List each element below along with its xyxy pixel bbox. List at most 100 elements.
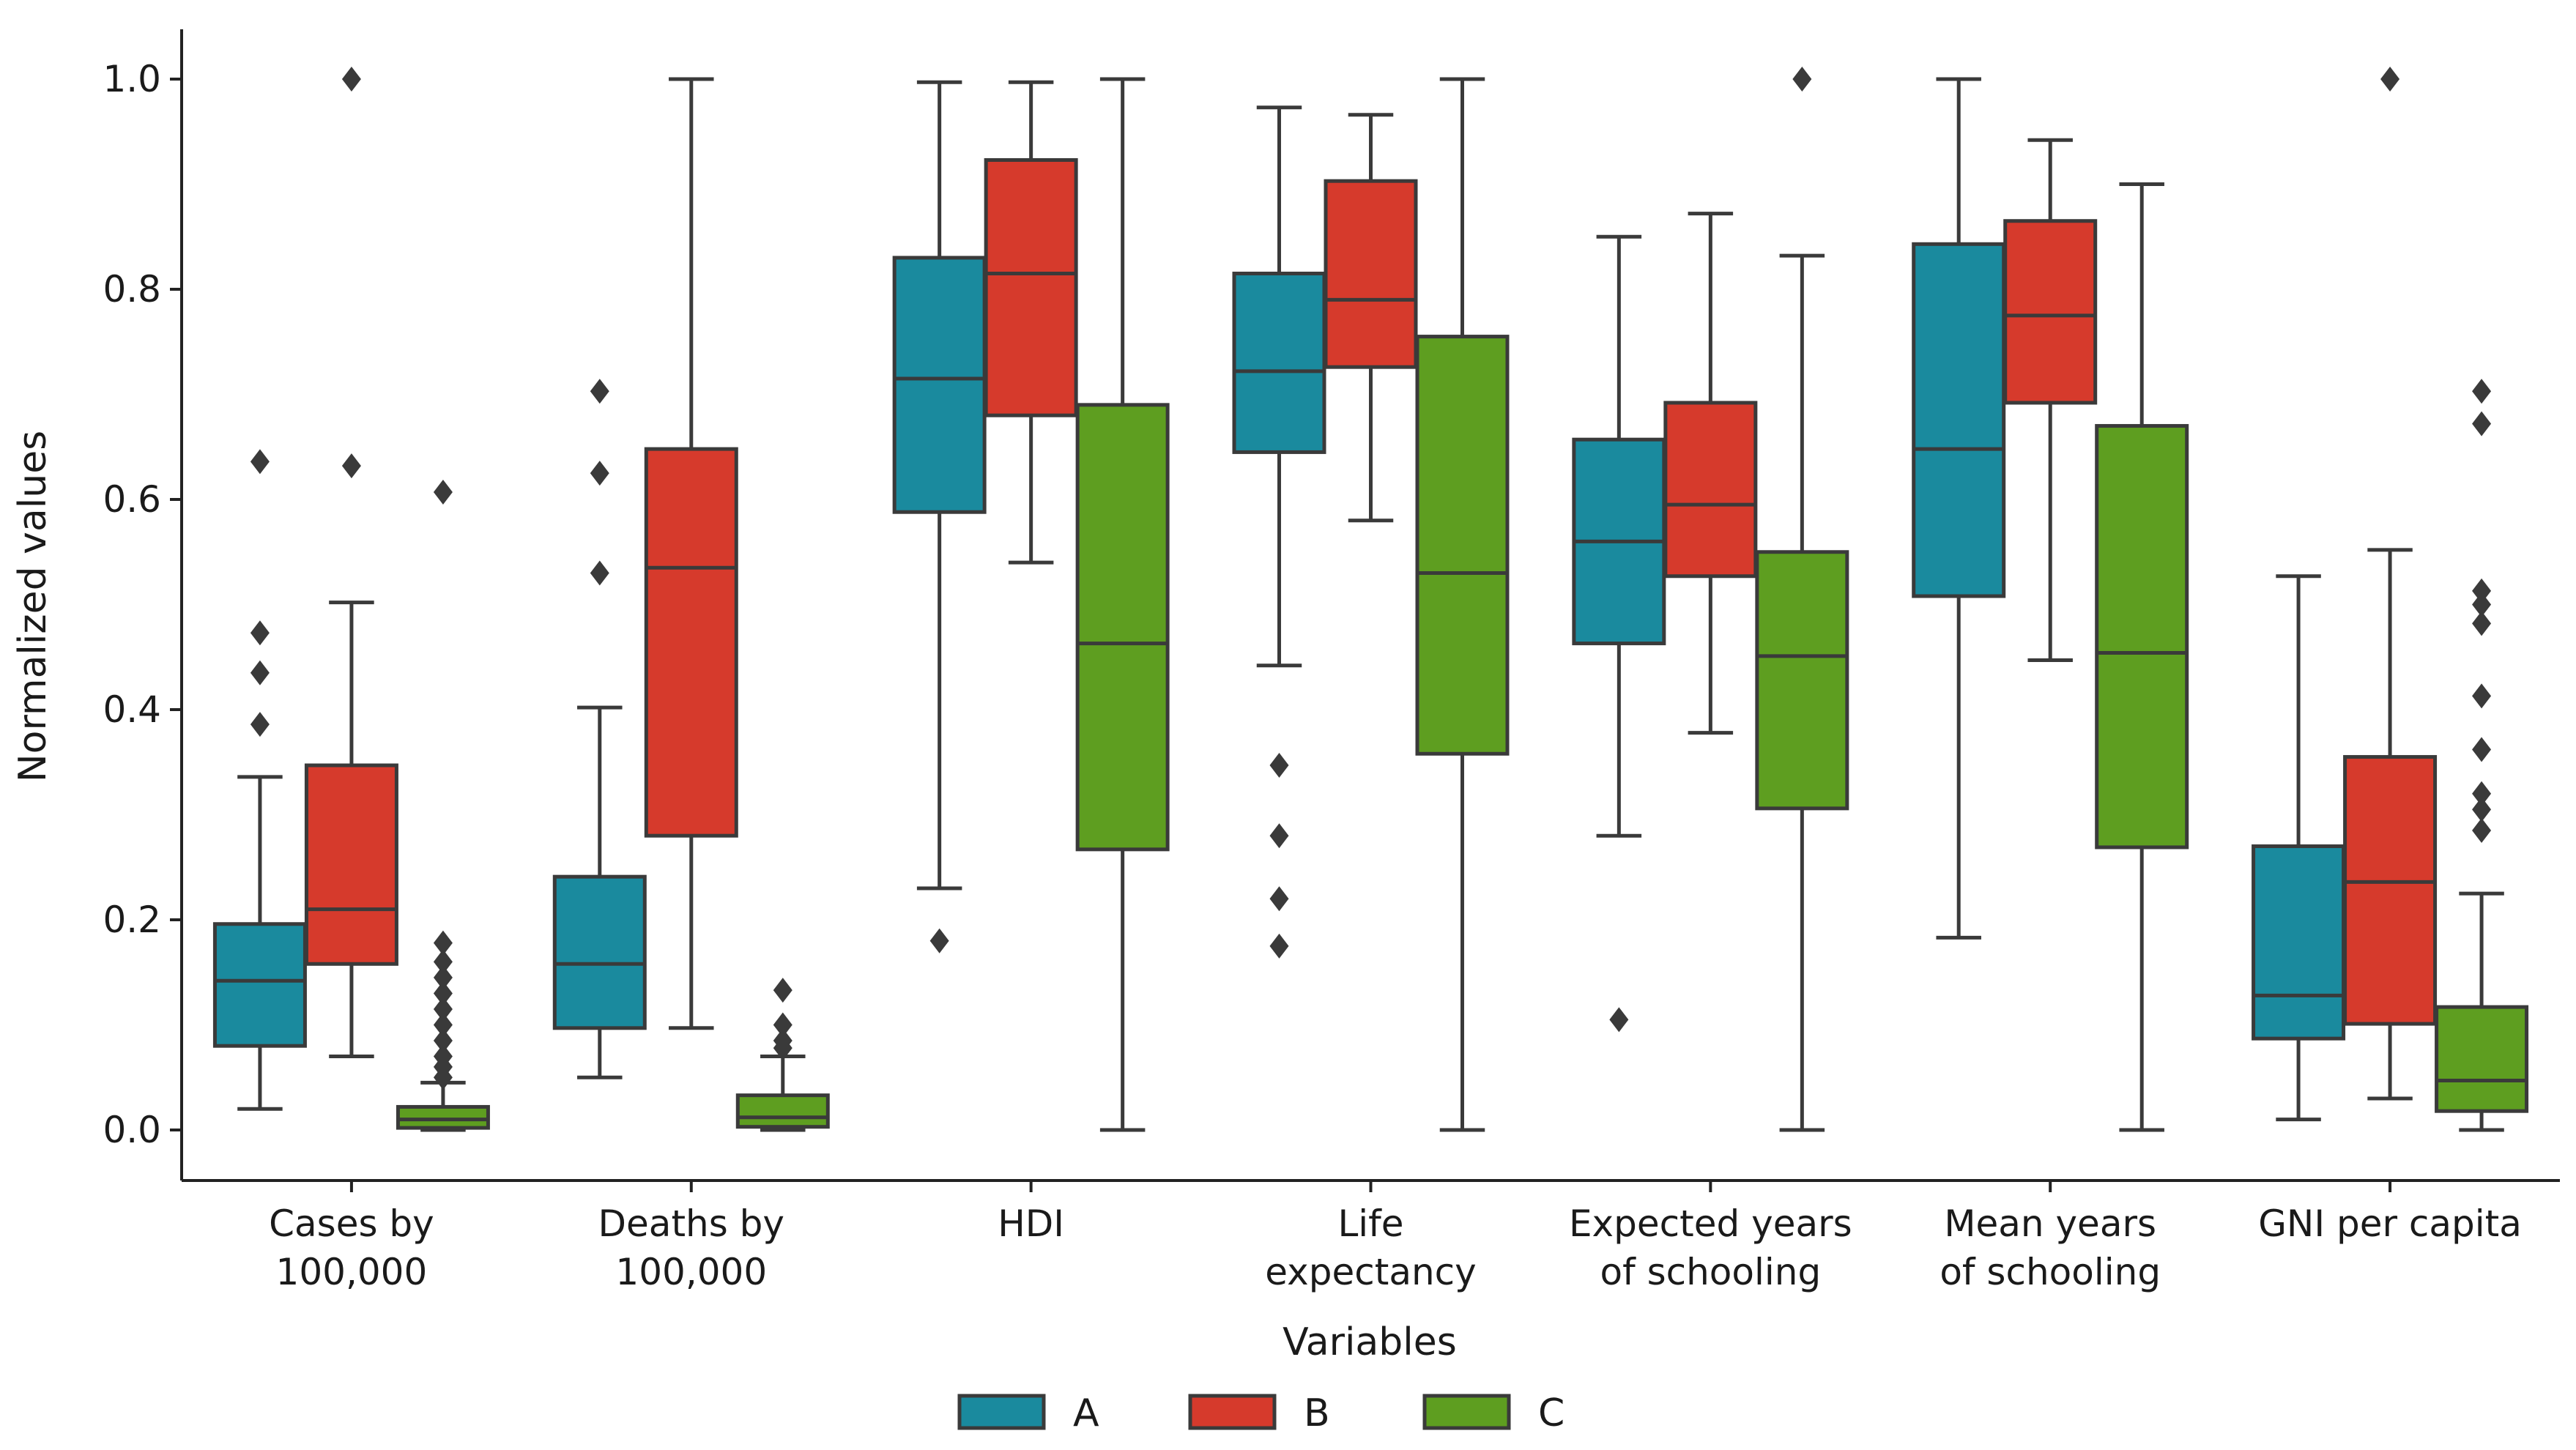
x-tick-label-line: Life (1337, 1202, 1403, 1245)
legend-label-B: B (1304, 1391, 1330, 1435)
outlier-point (773, 1012, 793, 1038)
x-tick-label-line: Cases by (269, 1202, 434, 1245)
x-tick-label: GNI per capita (2258, 1202, 2522, 1245)
outlier-point (2472, 411, 2492, 436)
outlier-point (1792, 67, 1812, 92)
outlier-point (433, 964, 453, 990)
box-B-5 (2003, 138, 2098, 663)
outlier-point (590, 560, 609, 586)
box-B-6 (2343, 67, 2438, 1101)
outlier-point (433, 949, 453, 975)
box-iqr (2435, 1005, 2529, 1113)
box-iqr (984, 157, 1078, 417)
x-tick-label-line: Expected years (1569, 1202, 1852, 1245)
box-iqr (1912, 242, 2006, 598)
outlier-point (2472, 578, 2492, 603)
legend: A B C (957, 1391, 1564, 1435)
box-iqr (892, 256, 987, 514)
x-tick-label-line: Mean years (1944, 1202, 2156, 1245)
x-tick-label-line: Deaths by (598, 1202, 784, 1245)
box-A-2 (892, 80, 987, 953)
outlier-point (590, 379, 609, 404)
box-iqr (396, 1104, 490, 1130)
box-iqr (552, 874, 647, 1030)
outlier-point (341, 67, 361, 92)
outlier-point (250, 449, 270, 475)
outlier-point (2472, 818, 2492, 844)
box-iqr (1324, 179, 1418, 369)
box-iqr (1232, 271, 1326, 454)
outlier-point (433, 981, 453, 1006)
outlier-point (1269, 886, 1289, 912)
box-C-4 (1755, 67, 1849, 1132)
x-tick-label-line: 100,000 (276, 1251, 428, 1293)
box-C-2 (1075, 77, 1170, 1132)
box-B-3 (1324, 113, 1418, 523)
y-tick-label: 0.6 (103, 478, 161, 521)
outlier-point (1269, 933, 1289, 959)
x-tick-label-line: GNI per capita (2258, 1202, 2522, 1245)
outlier-point (773, 978, 793, 1003)
x-axis-title: Variables (1283, 1320, 1457, 1364)
y-tick-label: 0.8 (103, 268, 161, 311)
x-tick-label-line: of schooling (1600, 1251, 1821, 1293)
outlier-point (250, 712, 270, 737)
box-B-1 (644, 77, 738, 1030)
x-tick-label: HDI (998, 1202, 1064, 1245)
box-iqr (1663, 401, 1758, 579)
outlier-point (1269, 753, 1289, 778)
legend-swatch-C (1422, 1394, 1511, 1430)
outlier-point (433, 1028, 453, 1054)
y-axis-title: Normalized values (11, 431, 55, 783)
y-tick-label: 1.0 (103, 58, 161, 100)
box-iqr (1415, 335, 1510, 756)
x-tick-label: Cases by 100,000 (269, 1202, 434, 1293)
outlier-point (2472, 592, 2492, 617)
outlier-point (929, 928, 949, 953)
box-C-3 (1415, 77, 1510, 1132)
box-C-1 (735, 978, 830, 1132)
y-tick-label: 0.2 (103, 899, 161, 941)
box-A-3 (1232, 105, 1326, 959)
outlier-point (2380, 67, 2400, 92)
outlier-point (2472, 379, 2492, 404)
box-iqr (2343, 755, 2438, 1026)
outlier-point (590, 461, 609, 486)
box-iqr (2095, 424, 2189, 849)
x-tick-label: Deaths by 100,000 (598, 1202, 784, 1293)
x-tick-label-line: 100,000 (615, 1251, 767, 1293)
x-tick-label: Mean years of schooling (1940, 1202, 2161, 1293)
box-iqr (1075, 403, 1170, 852)
legend-label-C: C (1538, 1391, 1564, 1435)
outlier-point (433, 996, 453, 1022)
outlier-point (773, 1028, 793, 1054)
x-tick-label-line: HDI (998, 1202, 1064, 1245)
outlier-point (2472, 781, 2492, 806)
outlier-point (433, 1012, 453, 1038)
outlier-point (2472, 737, 2492, 762)
box-A-4 (1572, 234, 1666, 1033)
y-tick-label: 0.4 (103, 688, 161, 731)
series-B (304, 67, 2438, 1101)
x-tick-label: Life expectancy (1265, 1202, 1476, 1293)
legend-swatch-B (1188, 1394, 1277, 1430)
x-axis: Cases by 100,000 Deaths by 100,000 HDI Life ex… (182, 1179, 2560, 1293)
outlier-point (433, 930, 453, 956)
legend-label-A: A (1073, 1391, 1099, 1435)
box-iqr (304, 763, 398, 966)
plot-area (212, 67, 2529, 1132)
box-iqr (735, 1093, 830, 1129)
y-tick-label: 0.0 (103, 1109, 161, 1151)
box-iqr (212, 922, 307, 1048)
box-A-0 (212, 449, 307, 1111)
box-A-5 (1912, 77, 2006, 940)
outlier-point (2472, 611, 2492, 636)
outlier-point (2472, 683, 2492, 709)
box-B-0 (304, 67, 398, 1059)
outlier-point (1269, 823, 1289, 849)
x-tick-label-line: expectancy (1265, 1251, 1476, 1293)
y-axis: 0.0 0.2 0.4 0.6 0.8 1.0 (103, 29, 183, 1181)
legend-swatch-A (957, 1394, 1046, 1430)
x-tick-label-line: of schooling (1940, 1251, 2161, 1293)
